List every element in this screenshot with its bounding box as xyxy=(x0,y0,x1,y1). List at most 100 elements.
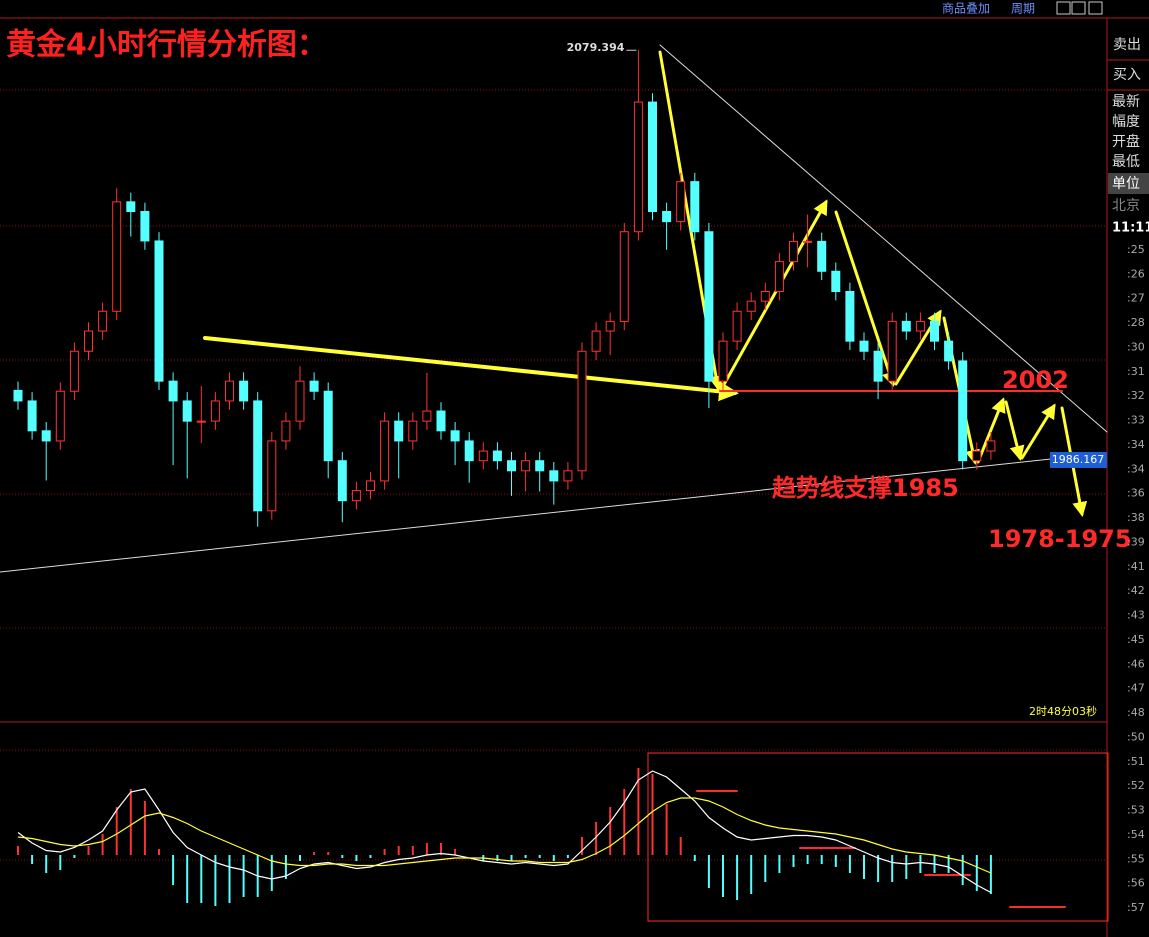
candle-body xyxy=(958,360,968,462)
candle-body xyxy=(507,460,516,472)
candle-body xyxy=(225,380,234,402)
time-label: :38 xyxy=(1127,511,1145,524)
period-link[interactable]: 周期 xyxy=(1011,2,1035,16)
time-label: :42 xyxy=(1127,584,1145,597)
time-label: :26 xyxy=(1127,267,1145,280)
time-label: :45 xyxy=(1127,633,1145,646)
time-label: :47 xyxy=(1127,682,1145,695)
time-label: :33 xyxy=(1127,414,1145,427)
candle-body xyxy=(253,400,263,512)
time-label: :55 xyxy=(1127,852,1145,865)
candle-body xyxy=(84,330,93,352)
sell-button[interactable]: 卖出 xyxy=(1113,37,1141,53)
time-label: :43 xyxy=(1127,609,1145,622)
overlay-link[interactable]: 商品叠加 xyxy=(942,1,990,16)
time-label: :46 xyxy=(1127,657,1145,670)
time-label: :34 xyxy=(1127,438,1145,451)
candle-body xyxy=(337,460,347,502)
candle-body xyxy=(351,490,361,502)
candle-body xyxy=(450,430,460,442)
candle-body xyxy=(549,470,559,482)
candle-body xyxy=(704,231,714,382)
candle-body xyxy=(887,320,897,382)
candle-body xyxy=(394,420,404,442)
candle-body xyxy=(366,480,375,492)
candle-body xyxy=(986,440,996,452)
candle-body xyxy=(422,410,432,422)
candle-body xyxy=(845,290,855,342)
countdown: 2时48分03秒 xyxy=(1029,704,1097,718)
time-label: :41 xyxy=(1127,560,1145,573)
candle-body xyxy=(760,290,770,302)
time-label: :28 xyxy=(1127,316,1145,329)
candle-body xyxy=(13,389,23,402)
candle-body xyxy=(168,380,178,402)
candle-body xyxy=(662,211,672,223)
annotation-target: 1978-1975 xyxy=(988,525,1132,553)
time-label: :56 xyxy=(1127,877,1145,890)
candle-body xyxy=(41,430,51,442)
candle-body xyxy=(112,201,122,312)
candle-body xyxy=(690,181,700,233)
max-price-label: 2079.394 xyxy=(567,41,625,54)
candle-body xyxy=(803,240,813,243)
candle-body xyxy=(789,240,798,263)
grid xyxy=(0,17,1149,937)
candle-body xyxy=(492,450,502,462)
candle-body xyxy=(323,390,333,462)
candle-body xyxy=(831,270,841,292)
time-label: :53 xyxy=(1127,804,1145,817)
annotation-support: 趋势线支撑1985 xyxy=(772,474,959,502)
price-tag-box xyxy=(1050,451,1107,468)
candle-body xyxy=(577,350,587,472)
time-label: :48 xyxy=(1127,706,1145,719)
time-label: :51 xyxy=(1127,755,1145,768)
candle-body xyxy=(126,201,136,213)
time-label: :31 xyxy=(1127,365,1145,378)
time-label: :27 xyxy=(1127,292,1145,305)
macd-dif xyxy=(17,770,992,894)
candle-body xyxy=(521,460,531,472)
panel-field: 开盘 xyxy=(1112,133,1140,150)
candle-body xyxy=(774,261,784,292)
candle-body xyxy=(746,300,756,312)
candle-body xyxy=(535,460,545,472)
candle-body xyxy=(859,340,869,352)
candle-body xyxy=(930,320,939,342)
time-label: :54 xyxy=(1127,828,1145,841)
candle-body xyxy=(605,320,615,332)
time-label: :36 xyxy=(1127,487,1145,500)
time-label: :57 xyxy=(1127,901,1145,914)
annotation-2002: 2002 xyxy=(1002,366,1069,394)
candle-body xyxy=(915,320,925,332)
candle-body xyxy=(69,350,79,392)
candle-body xyxy=(154,240,164,382)
candle-body xyxy=(295,380,305,422)
candle-body xyxy=(380,420,390,482)
candle-body xyxy=(633,101,643,233)
chart-title: 黄金4小时行情分析图： xyxy=(6,28,327,63)
panel-field: 最新 xyxy=(1112,94,1140,110)
candle-body xyxy=(210,400,220,422)
candle-body xyxy=(196,420,206,423)
time-label: :34 xyxy=(1127,462,1145,475)
time-label: :39 xyxy=(1127,535,1145,548)
candle-body xyxy=(901,320,911,332)
time-label: :25 xyxy=(1127,243,1145,256)
candle-body xyxy=(873,350,883,382)
window-buttons[interactable] xyxy=(1056,1,1103,15)
candle-body xyxy=(239,380,249,402)
candle-body xyxy=(436,410,446,432)
candle-body xyxy=(281,420,291,442)
candle-body xyxy=(27,400,37,432)
candle-body xyxy=(732,310,742,342)
buy-button[interactable]: 买入 xyxy=(1113,67,1141,83)
candle-body xyxy=(648,101,657,213)
candle-body xyxy=(591,330,601,352)
candle-body xyxy=(309,380,319,392)
side-panel xyxy=(1107,59,1149,194)
candle-body xyxy=(817,240,827,272)
macd-dea xyxy=(17,797,992,874)
